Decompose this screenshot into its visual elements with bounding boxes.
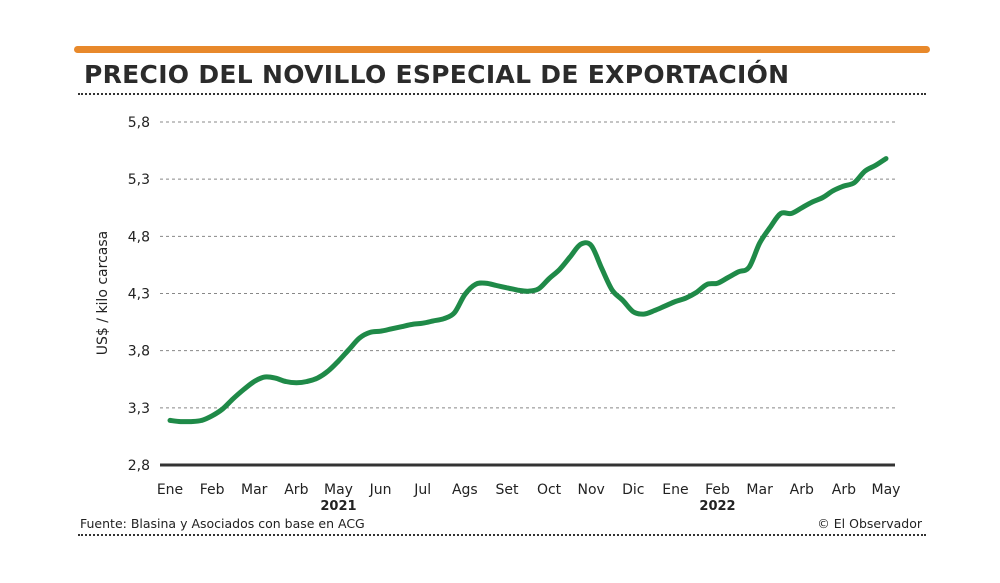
x-axis-ticks: Ene Feb Mar Arb May Jun Jul Ags Set Oct Nov Dic Ene F…	[157, 482, 901, 498]
x-tick-label: May	[872, 482, 901, 498]
series-line	[167, 156, 889, 425]
year-label: 2022	[699, 499, 735, 514]
x-tick-label: Ene	[157, 482, 183, 498]
y-tick-label: 2,8	[128, 458, 150, 474]
header-accent-bar	[74, 46, 930, 53]
y-axis-ticks: 2,8 3,3 3,8 4,3 4,8 5,3 5,8	[128, 115, 150, 474]
x-tick-label: Jun	[369, 482, 392, 498]
x-tick-label: Feb	[705, 482, 730, 498]
x-tick-label: May	[324, 482, 353, 498]
x-tick-label: Arb	[284, 482, 308, 498]
x-tick-label: Ags	[452, 482, 478, 498]
x-tick-label: Arb	[832, 482, 856, 498]
y-tick-label: 3,8	[128, 344, 150, 360]
year-labels: 2021 2022	[320, 499, 735, 514]
x-tick-label: Oct	[537, 482, 562, 498]
grid-lines	[160, 121, 895, 467]
series-group	[167, 156, 889, 425]
year-label: 2021	[320, 499, 356, 514]
source-note: Fuente: Blasina y Asociados con base en …	[80, 516, 365, 531]
x-tick-label: Jul	[413, 482, 431, 498]
x-tick-label: Nov	[578, 482, 605, 498]
y-tick-label: 5,3	[128, 172, 150, 188]
x-tick-label: Mar	[746, 482, 773, 498]
credit-note: © El Observador	[817, 516, 922, 531]
x-tick-label: Dic	[622, 482, 644, 498]
y-tick-label: 4,3	[128, 287, 150, 303]
y-axis-label: US$ / kilo carcasa	[95, 231, 111, 355]
y-tick-label: 3,3	[128, 401, 150, 417]
y-tick-label: 4,8	[128, 229, 150, 245]
x-tick-label: Feb	[200, 482, 225, 498]
x-tick-label: Set	[495, 482, 519, 498]
x-tick-label: Mar	[241, 482, 268, 498]
title-divider	[78, 93, 926, 95]
chart-title: PRECIO DEL NOVILLO ESPECIAL DE EXPORTACI…	[84, 60, 790, 89]
y-tick-label: 5,8	[128, 115, 150, 131]
x-tick-label: Ene	[662, 482, 688, 498]
footer-divider	[78, 534, 926, 536]
x-tick-label: Arb	[790, 482, 814, 498]
